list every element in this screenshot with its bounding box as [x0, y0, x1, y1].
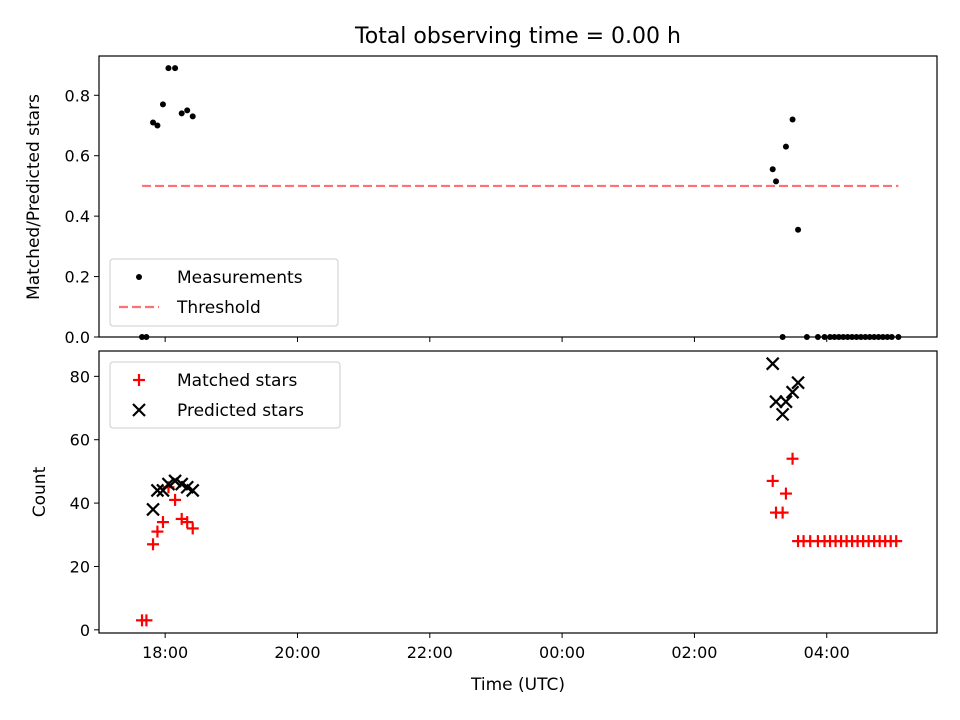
matched-star-point: [766, 474, 779, 487]
measurement-point: [189, 113, 196, 120]
measurement-point: [172, 65, 179, 72]
matched-star-point: [779, 487, 792, 500]
predicted-star-point: [769, 394, 783, 409]
matched-star-point: [786, 452, 799, 465]
matched-star-point: [181, 516, 194, 529]
measurement-point: [184, 107, 191, 114]
predicted-star-point: [765, 356, 780, 371]
legend-measurements-marker: [136, 274, 142, 280]
bottom-y-tick-label: 0: [80, 621, 90, 640]
matched-star-point: [186, 522, 199, 535]
bottom-plot-frame: [98, 350, 938, 634]
measurement-point: [150, 119, 157, 126]
top-y-axis-label: Matched/Predicted stars: [24, 94, 44, 300]
top-y-tick-label: 0.0: [65, 328, 90, 347]
predicted-star-point: [146, 502, 160, 517]
legend-measurements-label: Measurements: [177, 268, 303, 288]
matched-star-point: [151, 525, 164, 538]
x-tick-label: 22:00: [407, 643, 453, 662]
bottom-panel: Count Time (UTC) 0 20 40 60 80 18:00 20:00 22:0…: [30, 350, 938, 695]
bottom-legend-box: [109, 361, 341, 429]
top-legend: Measurements Threshold: [109, 258, 339, 327]
measurement-point: [789, 116, 796, 123]
predicted-star-point: [785, 385, 800, 399]
predicted-star-point: [779, 394, 793, 409]
predicted-star-point: [775, 407, 790, 422]
predicted-star-point: [161, 477, 176, 491]
top-y-tick-label: 0.2: [65, 268, 90, 287]
matched-star-point: [156, 516, 169, 529]
top-panel: Total observing time = 0.00 h Matched/Pr…: [24, 24, 938, 347]
legend-predicted-label: Predicted stars: [177, 401, 304, 421]
measurement-point: [159, 101, 166, 108]
bottom-plot-marks: [136, 356, 903, 627]
x-tick-label: 00:00: [539, 643, 585, 662]
legend-matched-marker: [133, 374, 145, 386]
x-tick-label: 02:00: [671, 643, 717, 662]
predicted-star-point: [168, 474, 182, 488]
top-y-tick-label: 0.4: [65, 207, 90, 226]
legend-predicted-marker: [132, 403, 146, 417]
bottom-y-axis-label: Count: [30, 466, 50, 517]
measurement-point: [773, 178, 780, 185]
bottom-axes: 0 20 40 60 80 18:00 20:00 22:00 00:00 02:00 04:00: [70, 350, 938, 662]
predicted-star-point: [791, 375, 805, 390]
predicted-star-point: [185, 483, 200, 498]
x-tick-label: 04:00: [804, 643, 850, 662]
x-axis-label: Time (UTC): [470, 675, 565, 695]
legend-threshold-label: Threshold: [176, 298, 261, 318]
matched-star-point: [890, 535, 903, 548]
measurement-point: [795, 226, 802, 233]
top-legend-box: [109, 258, 339, 327]
measurement-point: [165, 65, 172, 72]
legend-matched-label: Matched stars: [177, 371, 297, 391]
x-tick-label: 20:00: [274, 643, 320, 662]
x-tick-label: 18:00: [142, 643, 188, 662]
top-axes: 0.0 0.2 0.4 0.6 0.8: [65, 55, 938, 347]
bottom-y-tick-label: 40: [70, 494, 90, 513]
matched-star-point: [169, 493, 182, 506]
bottom-y-tick-label: 80: [70, 367, 90, 386]
measurement-point: [154, 122, 161, 129]
matched-star-point: [776, 506, 789, 519]
top-chart-title: Total observing time = 0.00 h: [354, 24, 681, 49]
matched-star-point: [147, 538, 160, 551]
top-y-tick-label: 0.6: [65, 147, 90, 166]
bottom-legend: Matched stars Predicted stars: [109, 361, 341, 429]
measurement-point: [782, 143, 789, 150]
predicted-star-point: [150, 483, 165, 498]
measurement-point: [769, 166, 776, 173]
bottom-y-tick-label: 20: [70, 557, 90, 576]
top-plot-frame: [98, 55, 938, 338]
bottom-y-tick-label: 60: [70, 431, 90, 450]
measurement-point: [178, 110, 185, 117]
matched-star-point: [140, 614, 153, 627]
top-y-tick-label: 0.8: [65, 86, 90, 105]
